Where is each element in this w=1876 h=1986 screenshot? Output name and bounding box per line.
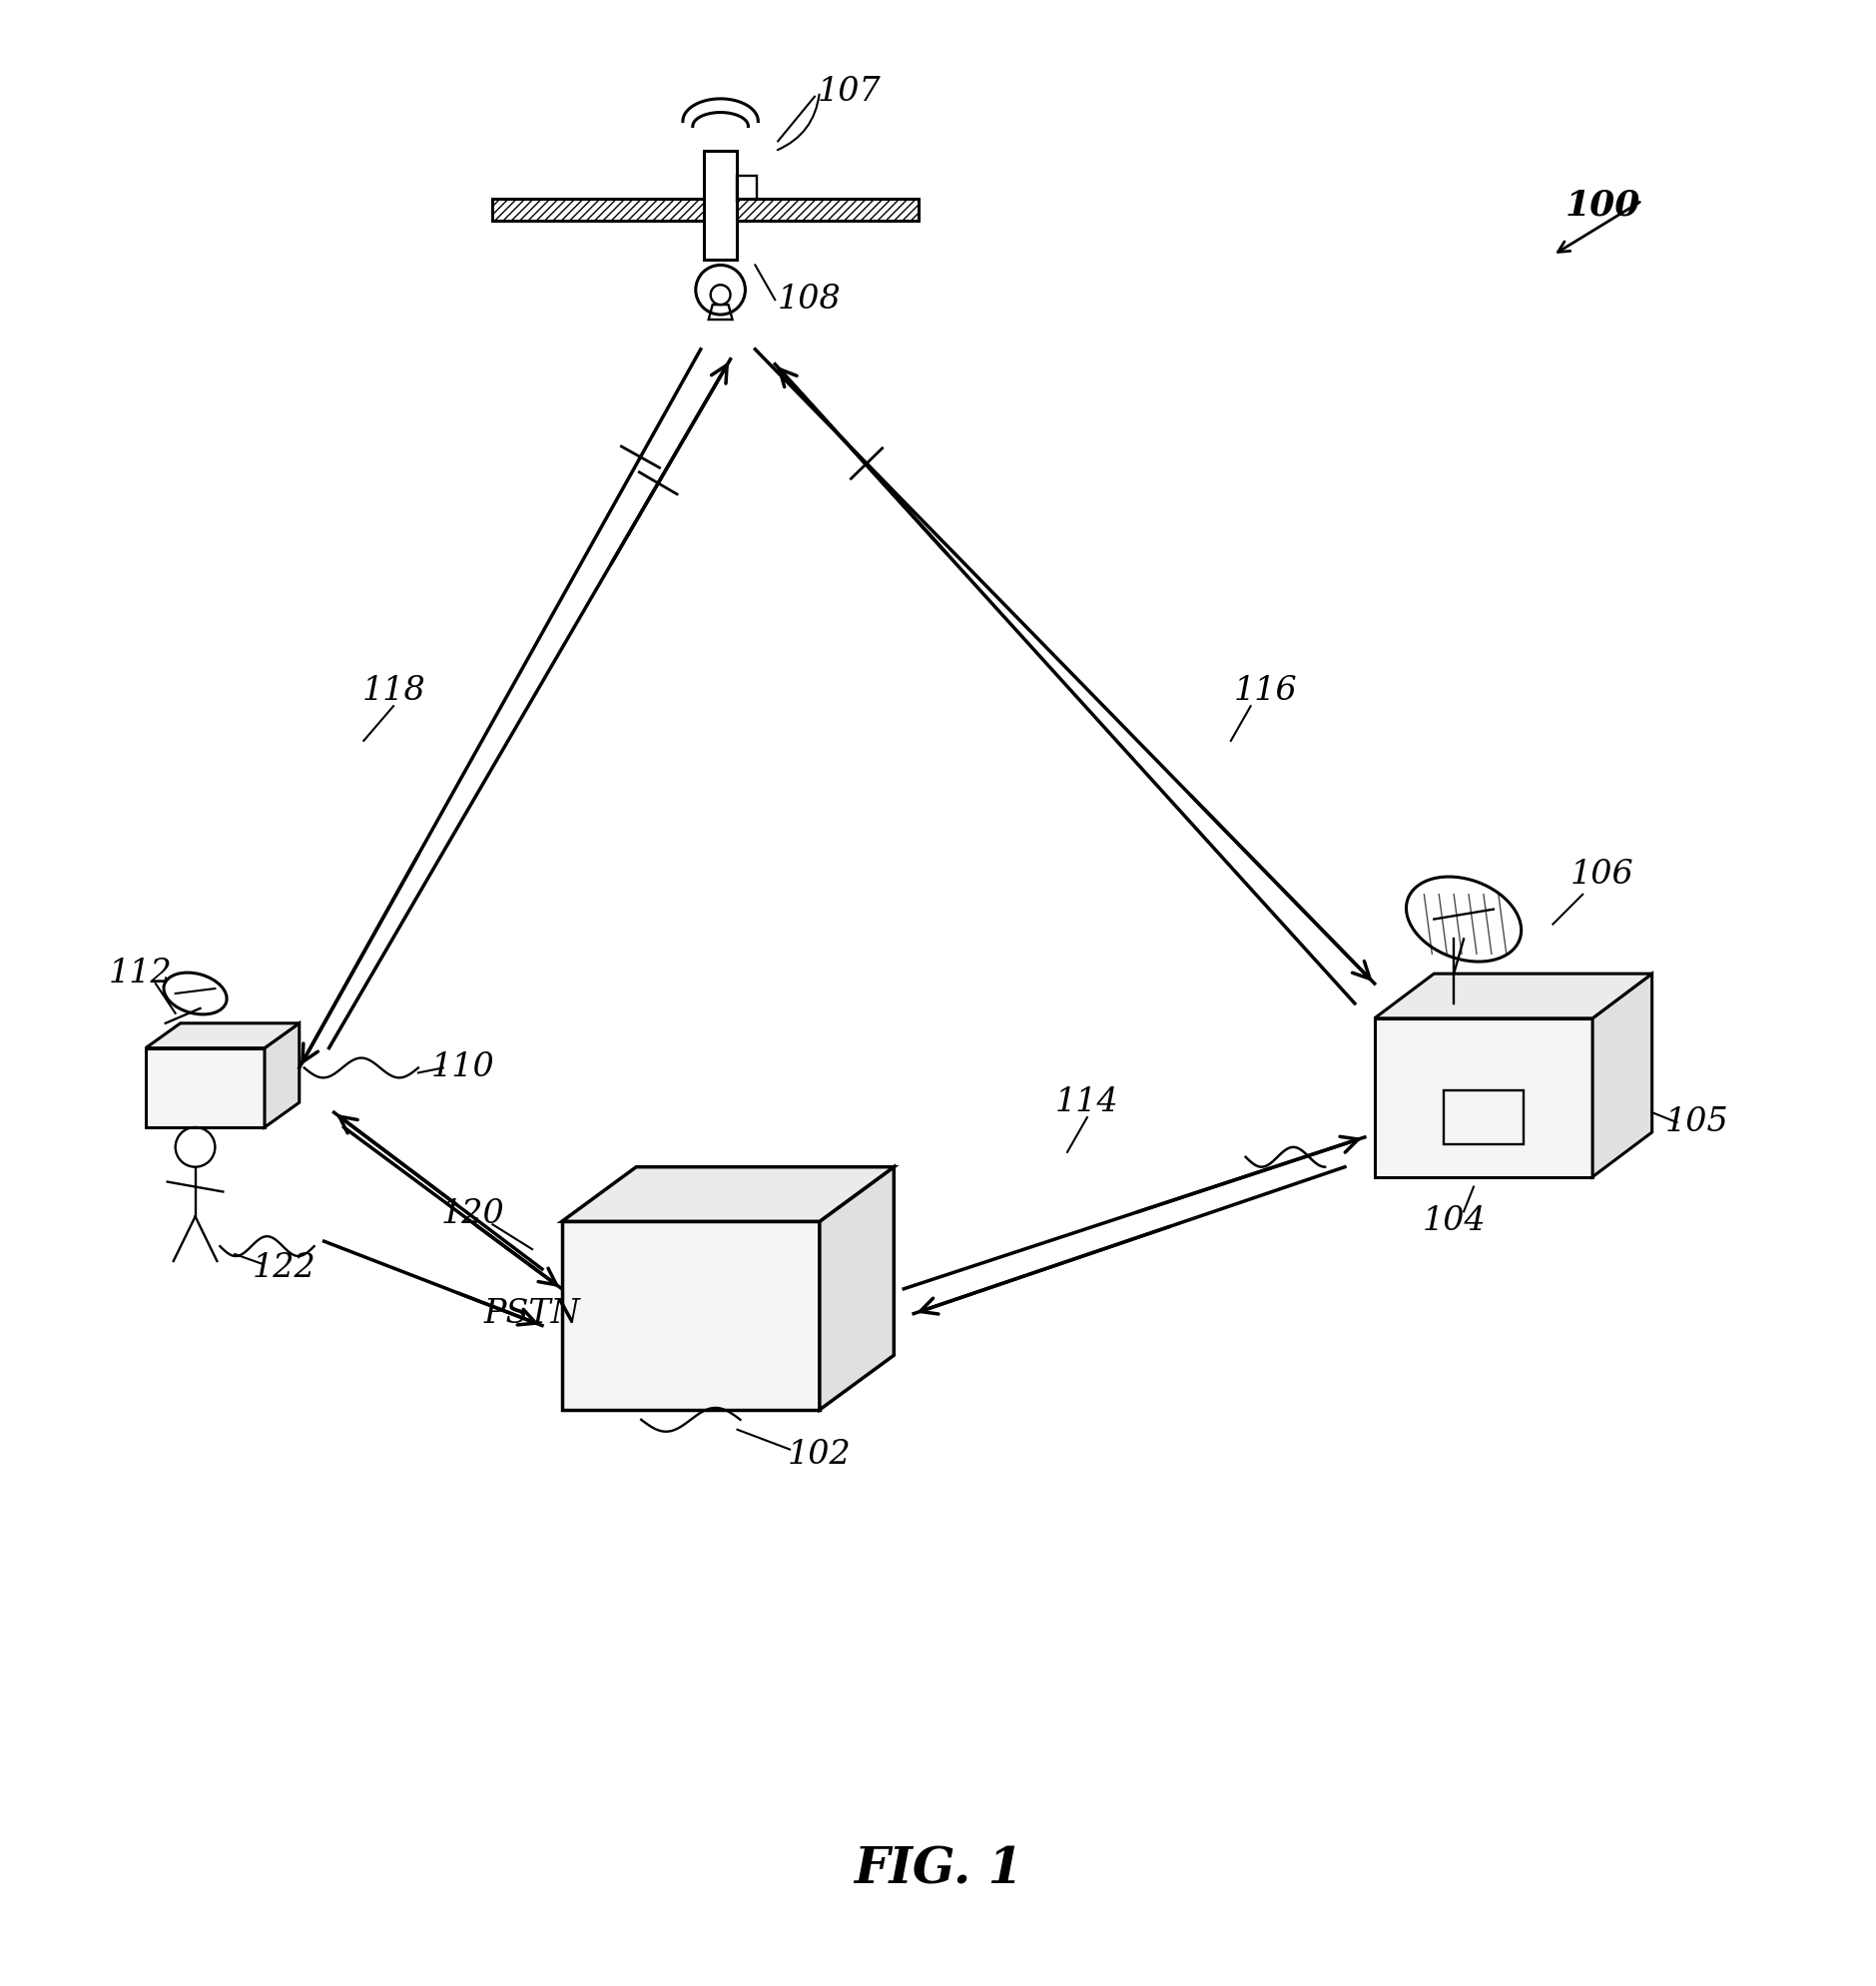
Polygon shape [146,1023,300,1049]
Polygon shape [493,199,704,220]
Polygon shape [146,1049,265,1128]
Polygon shape [737,199,919,220]
Text: 120: 120 [441,1198,505,1231]
Text: 108: 108 [779,284,842,316]
Polygon shape [1593,973,1653,1178]
Text: PSTN: PSTN [484,1297,580,1329]
Text: 106: 106 [1570,858,1634,890]
Text: 102: 102 [788,1438,852,1470]
Text: 105: 105 [1664,1106,1728,1138]
Text: 116: 116 [1234,675,1298,707]
Text: 100: 100 [1565,189,1640,222]
Polygon shape [563,1168,893,1221]
Polygon shape [1375,973,1653,1019]
Text: 104: 104 [1422,1206,1486,1237]
Text: FIG. 1: FIG. 1 [854,1847,1022,1895]
Polygon shape [265,1023,300,1128]
Text: 114: 114 [1056,1086,1118,1118]
Text: 118: 118 [362,675,426,707]
Polygon shape [563,1221,820,1410]
Text: 107: 107 [818,75,882,107]
Text: 122: 122 [253,1251,317,1285]
Text: 110: 110 [431,1053,495,1084]
Polygon shape [820,1168,893,1410]
Polygon shape [1375,1019,1593,1178]
Text: 112: 112 [109,957,173,989]
